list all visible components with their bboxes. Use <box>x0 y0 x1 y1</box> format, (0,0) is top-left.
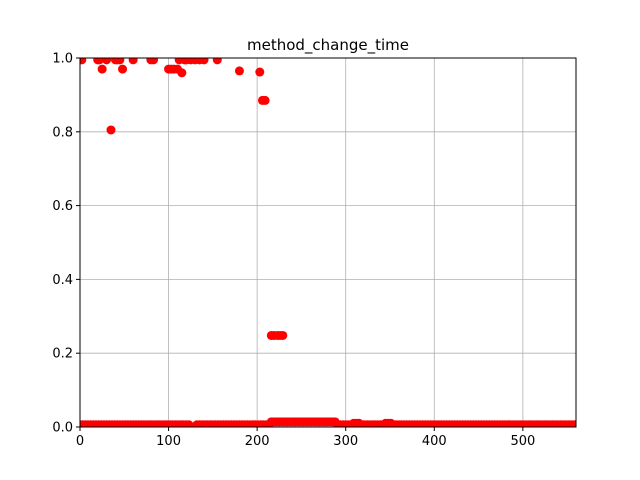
y-tick-label: 1.0 <box>52 52 73 67</box>
x-tick-label: 400 <box>422 434 447 449</box>
x-tick-label: 200 <box>245 434 270 449</box>
data-point <box>569 420 576 427</box>
plot-frame <box>79 57 577 428</box>
x-axis: 0 100 200 300 400 500 <box>76 427 535 449</box>
data-point <box>97 64 107 74</box>
data-point <box>199 58 209 65</box>
grid-lines <box>80 58 576 427</box>
data-point <box>212 58 222 65</box>
y-axis: 0.0 0.2 0.4 0.6 0.8 1.0 <box>52 52 80 436</box>
data-point <box>260 95 270 105</box>
data-points <box>80 58 576 427</box>
data-point <box>102 58 112 65</box>
data-point <box>80 58 87 65</box>
x-tick-label: 0 <box>76 434 84 449</box>
x-tick-label: 500 <box>510 434 535 449</box>
chart-title: method_change_time <box>247 36 409 55</box>
y-tick-label: 0.4 <box>52 273 73 288</box>
data-point <box>184 420 194 427</box>
data-point <box>255 67 265 77</box>
data-point <box>94 58 104 65</box>
y-tick-label: 0.8 <box>52 125 73 140</box>
y-tick-label: 0.6 <box>52 199 73 214</box>
data-point <box>234 66 244 76</box>
data-point <box>128 58 138 65</box>
data-point <box>115 58 125 65</box>
y-tick-label: 0.0 <box>52 421 73 436</box>
x-tick-label: 100 <box>156 434 181 449</box>
x-tick-label: 300 <box>333 434 358 449</box>
data-point <box>278 330 288 340</box>
data-point <box>149 58 159 65</box>
data-point <box>106 125 116 135</box>
data-point <box>118 64 128 74</box>
y-tick-label: 0.2 <box>52 347 73 362</box>
data-point <box>177 68 187 78</box>
